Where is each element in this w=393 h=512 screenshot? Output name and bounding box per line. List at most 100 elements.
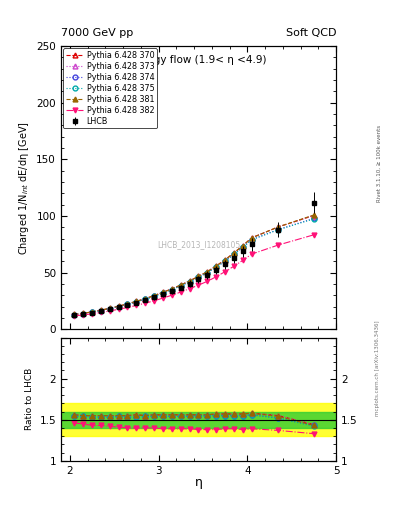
Pythia 6.428 370 (223, 257, 228, 263)
Pythia 6.428 381 (161, 289, 165, 295)
Pythia 6.428 382 (276, 242, 281, 248)
Pythia 6.428 381 (169, 286, 174, 292)
Pythia 6.428 382 (196, 282, 201, 288)
Text: 7000 GeV pp: 7000 GeV pp (61, 28, 133, 38)
Pythia 6.428 374 (169, 287, 174, 293)
Pythia 6.428 373 (72, 311, 77, 317)
Pythia 6.428 370 (276, 224, 281, 230)
Pythia 6.428 370 (205, 269, 210, 275)
Pythia 6.428 373 (143, 295, 148, 302)
Pythia 6.428 381 (276, 224, 281, 230)
Pythia 6.428 381 (152, 293, 156, 299)
Pythia 6.428 373 (241, 243, 245, 249)
Pythia 6.428 370 (116, 303, 121, 309)
Pythia 6.428 381 (312, 212, 316, 218)
Pythia 6.428 382 (187, 286, 192, 292)
Line: Pythia 6.428 370: Pythia 6.428 370 (72, 213, 316, 317)
Pythia 6.428 382 (249, 251, 254, 257)
Pythia 6.428 373 (196, 273, 201, 280)
Pythia 6.428 375 (276, 227, 281, 233)
Pythia 6.428 381 (72, 311, 77, 317)
Pythia 6.428 382 (134, 303, 139, 309)
Pythia 6.428 381 (107, 305, 112, 311)
Pythia 6.428 374 (196, 274, 201, 281)
Pythia 6.428 375 (205, 269, 210, 275)
Pythia 6.428 374 (107, 306, 112, 312)
Pythia 6.428 373 (178, 282, 183, 288)
Pythia 6.428 370 (312, 212, 316, 219)
Pythia 6.428 375 (249, 237, 254, 243)
Pythia 6.428 370 (107, 305, 112, 311)
Pythia 6.428 375 (90, 309, 94, 315)
Pythia 6.428 381 (134, 298, 139, 305)
Pythia 6.428 373 (134, 298, 139, 305)
Y-axis label: Charged 1/N$_{int}$ dE/dη [GeV]: Charged 1/N$_{int}$ dE/dη [GeV] (17, 121, 31, 254)
Pythia 6.428 382 (152, 297, 156, 304)
Line: Pythia 6.428 375: Pythia 6.428 375 (72, 217, 316, 317)
Pythia 6.428 374 (161, 290, 165, 296)
Pythia 6.428 370 (214, 263, 219, 269)
Pythia 6.428 375 (178, 283, 183, 289)
Pythia 6.428 374 (143, 296, 148, 302)
Pythia 6.428 374 (81, 310, 85, 316)
Pythia 6.428 375 (161, 290, 165, 296)
Pythia 6.428 382 (223, 269, 228, 275)
Bar (61, 412, 336, 428)
Pythia 6.428 373 (169, 286, 174, 292)
Pythia 6.428 375 (152, 293, 156, 300)
Pythia 6.428 370 (169, 286, 174, 292)
Pythia 6.428 370 (90, 309, 94, 315)
Pythia 6.428 373 (231, 250, 236, 256)
Pythia 6.428 375 (72, 312, 77, 318)
Pythia 6.428 382 (107, 308, 112, 314)
Pythia 6.428 370 (152, 293, 156, 299)
Pythia 6.428 381 (90, 309, 94, 315)
Pythia 6.428 373 (205, 269, 210, 275)
Pythia 6.428 374 (178, 283, 183, 289)
Pythia 6.428 370 (231, 250, 236, 256)
Pythia 6.428 382 (214, 274, 219, 280)
Pythia 6.428 382 (90, 311, 94, 317)
Pythia 6.428 381 (143, 295, 148, 302)
Text: mcplots.cern.ch [arXiv:1306.3436]: mcplots.cern.ch [arXiv:1306.3436] (375, 321, 380, 416)
Pythia 6.428 374 (125, 301, 130, 307)
Pythia 6.428 381 (196, 273, 201, 280)
X-axis label: η: η (195, 476, 202, 488)
Pythia 6.428 381 (178, 282, 183, 288)
Pythia 6.428 382 (125, 305, 130, 311)
Pythia 6.428 370 (161, 289, 165, 295)
Pythia 6.428 375 (214, 264, 219, 270)
Pythia 6.428 373 (99, 307, 103, 313)
Pythia 6.428 374 (312, 216, 316, 222)
Pythia 6.428 373 (312, 212, 316, 219)
Line: Pythia 6.428 373: Pythia 6.428 373 (72, 213, 316, 317)
Pythia 6.428 374 (241, 244, 245, 250)
Pythia 6.428 370 (134, 298, 139, 305)
Pythia 6.428 374 (90, 309, 94, 315)
Text: Soft QCD: Soft QCD (286, 28, 336, 38)
Pythia 6.428 373 (187, 278, 192, 284)
Pythia 6.428 382 (72, 313, 77, 319)
Pythia 6.428 382 (81, 312, 85, 318)
Pythia 6.428 382 (169, 292, 174, 298)
Y-axis label: Ratio to LHCB: Ratio to LHCB (25, 368, 34, 430)
Pythia 6.428 375 (312, 216, 316, 222)
Pythia 6.428 375 (81, 310, 85, 316)
Pythia 6.428 373 (81, 310, 85, 316)
Pythia 6.428 375 (187, 279, 192, 285)
Pythia 6.428 381 (116, 303, 121, 309)
Pythia 6.428 373 (125, 301, 130, 307)
Pythia 6.428 370 (241, 243, 245, 249)
Pythia 6.428 382 (231, 263, 236, 269)
Pythia 6.428 370 (178, 282, 183, 288)
Pythia 6.428 375 (143, 296, 148, 302)
Line: Pythia 6.428 382: Pythia 6.428 382 (72, 232, 316, 318)
Pythia 6.428 373 (107, 305, 112, 311)
Pythia 6.428 370 (72, 311, 77, 317)
Pythia 6.428 374 (152, 293, 156, 300)
Pythia 6.428 382 (312, 232, 316, 238)
Pythia 6.428 382 (178, 289, 183, 295)
Pythia 6.428 370 (143, 295, 148, 302)
Pythia 6.428 374 (223, 258, 228, 264)
Pythia 6.428 382 (99, 309, 103, 315)
